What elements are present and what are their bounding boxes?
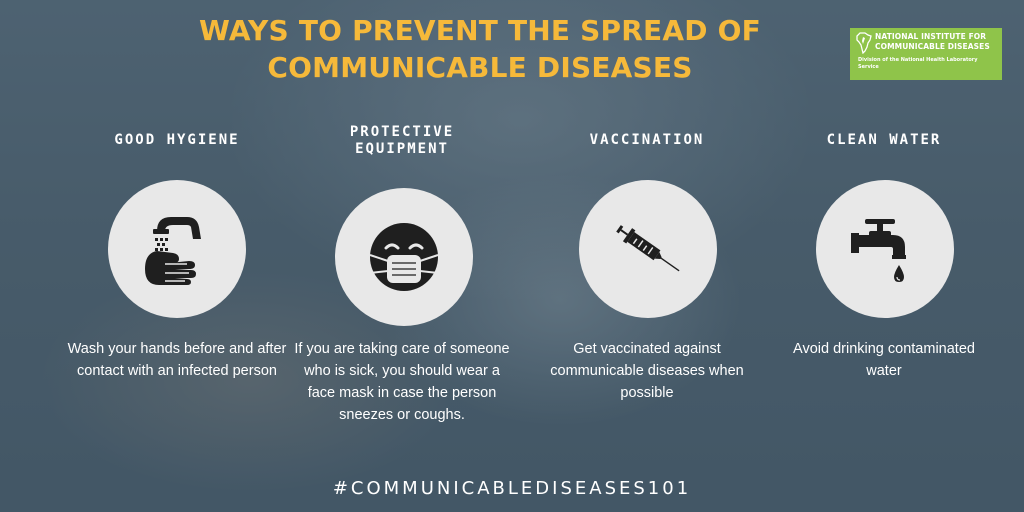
tip-description: Get vaccinated against communicable dise…	[550, 341, 744, 401]
logo-name: NATIONAL INSTITUTE FOR COMMUNICABLE DISE…	[875, 32, 990, 52]
page-title: WAYS TO PREVENT THE SPREAD OF COMMUNICAB…	[180, 12, 780, 86]
tip-heading: PROTECTIVE EQUIPMENT	[292, 124, 512, 158]
water-tap-icon	[851, 219, 906, 282]
tip-heading-line-1: VACCINATION	[589, 132, 705, 148]
syringe-icon	[616, 225, 680, 272]
logo-line-1: NATIONAL INSTITUTE FOR	[875, 32, 987, 41]
tip-description: If you are taking care of someone who is…	[294, 341, 510, 423]
title-line-1: WAYS TO PREVENT THE SPREAD OF	[199, 14, 761, 47]
tip-icon-circle	[816, 180, 954, 318]
tip-icon-circle	[579, 180, 717, 318]
tip-heading-line-1: CLEAN WATER	[826, 132, 942, 148]
tip-heading: GOOD HYGIENE	[67, 132, 287, 149]
tip-description: Wash your hands before and after contact…	[67, 341, 287, 379]
tip-heading: VACCINATION	[537, 132, 757, 149]
logo-subtitle: Division of the National Health Laborato…	[858, 57, 978, 70]
tip-icon-circle	[335, 188, 473, 326]
tip-heading-line-2: EQUIPMENT	[355, 141, 449, 157]
tip-heading: CLEAN WATER	[774, 132, 994, 149]
title-line-2: COMMUNICABLE DISEASES	[267, 51, 693, 84]
tip-heading-line-1: GOOD HYGIENE	[114, 132, 240, 148]
nicd-logo: NATIONAL INSTITUTE FOR COMMUNICABLE DISE…	[850, 28, 1002, 80]
hashtag: #COMMUNICABLEDISEASES101	[332, 478, 692, 499]
tip-heading-line-1: PROTECTIVE	[349, 124, 455, 140]
tip-description: Avoid drinking contaminated water	[793, 341, 975, 379]
tip-icon-circle	[108, 180, 246, 318]
africa-map-icon	[856, 32, 872, 54]
logo-top: NATIONAL INSTITUTE FOR COMMUNICABLE DISE…	[856, 32, 996, 54]
handwashing-icon	[145, 217, 201, 285]
face-mask-icon	[369, 223, 439, 291]
logo-line-2: COMMUNICABLE DISEASES	[875, 42, 990, 51]
